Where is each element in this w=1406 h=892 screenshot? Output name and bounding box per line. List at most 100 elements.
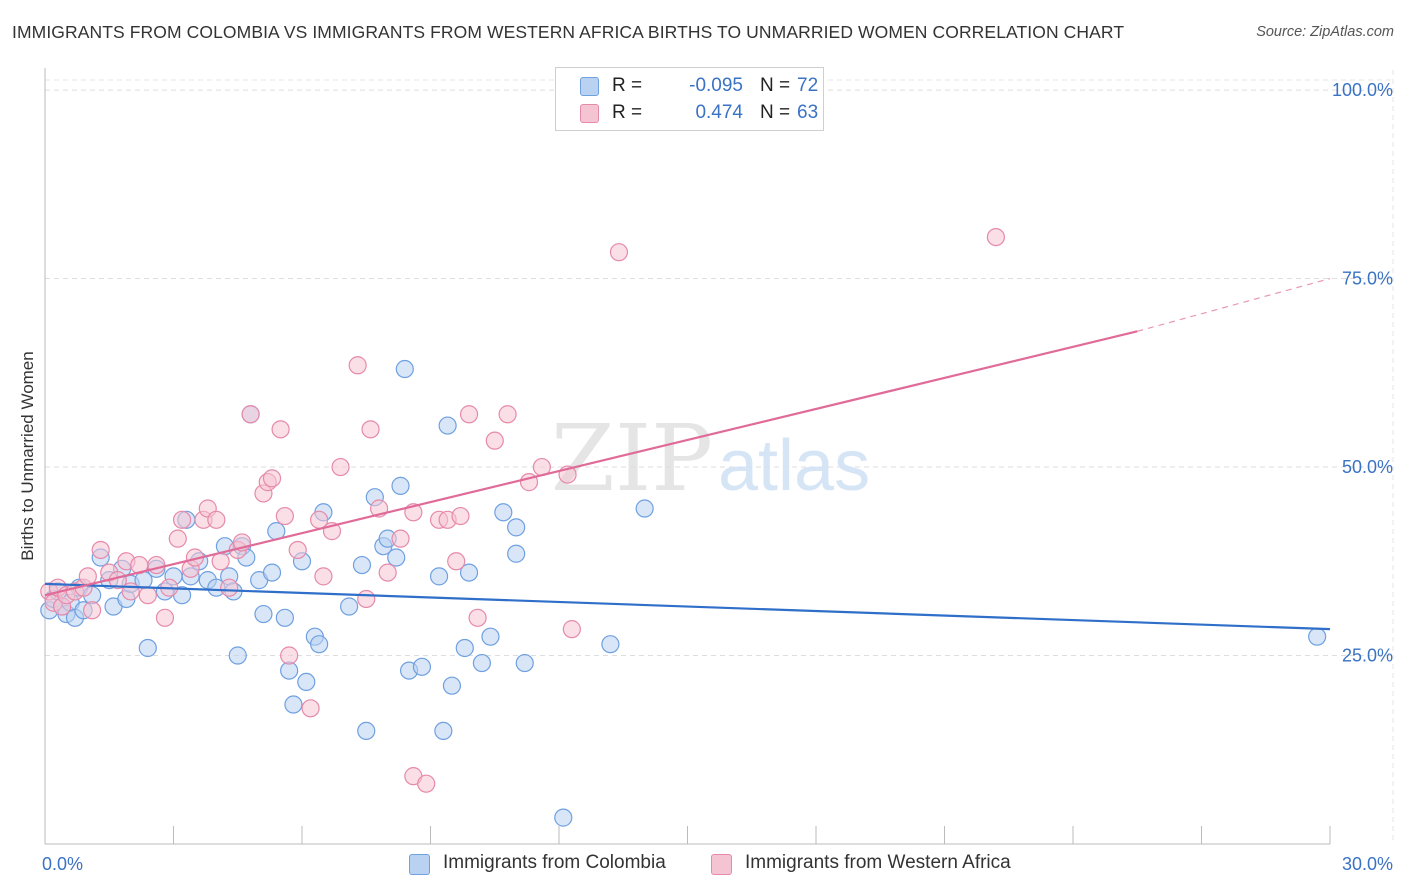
colombia-point	[442, 676, 462, 695]
western-africa-point	[986, 227, 1006, 247]
western-africa-point	[348, 356, 367, 375]
n-label: N =	[760, 75, 791, 96]
western-africa-point	[485, 431, 504, 450]
colombia-point	[429, 567, 449, 586]
colombia-point	[228, 646, 247, 665]
western-africa-point	[91, 540, 110, 560]
axes	[44, 68, 1331, 845]
chart-title: IMMIGRANTS FROM COLOMBIA VS IMMIGRANTS F…	[12, 22, 1125, 42]
y-axis-label: Births to Unmarried Women	[18, 351, 37, 560]
r-label: R =	[612, 102, 643, 123]
colombia-point	[481, 627, 500, 646]
western-africa-point	[562, 620, 581, 639]
correlation-legend: R = -0.095 N = 72 R = 0.474 N = 63	[555, 67, 824, 131]
western-africa-r-value: 0.474	[695, 102, 743, 123]
colombia-legend-swatch	[409, 854, 430, 875]
western-africa-point	[468, 608, 487, 627]
colombia-point	[357, 721, 376, 741]
western-africa-point	[609, 243, 629, 262]
western-africa-point	[314, 567, 333, 586]
colombia-point	[635, 499, 654, 518]
western-africa-trend-extension	[1137, 277, 1331, 332]
watermark: ZIP atlas	[551, 405, 870, 512]
colombia-point	[472, 653, 491, 673]
western-africa-point	[451, 506, 470, 526]
colombia-point	[310, 635, 329, 654]
chart-source: Source: ZipAtlas.com	[1256, 24, 1394, 40]
colombia-point	[601, 635, 620, 654]
colombia-point	[138, 638, 157, 658]
western-africa-point	[417, 774, 436, 793]
colombia-legend-label: Immigrants from Colombia	[443, 852, 666, 873]
western-africa-point	[207, 510, 226, 529]
western-africa-point	[172, 510, 192, 529]
western-africa-point	[357, 589, 376, 609]
colombia-r-value: -0.095	[689, 75, 743, 96]
western-africa-point	[168, 529, 187, 548]
y-tick-labels: 25.0% 50.0% 75.0% 100.0%	[1332, 80, 1393, 665]
colombia-n-value: 72	[797, 75, 819, 96]
colombia-point	[275, 608, 294, 627]
trend-lines	[44, 277, 1331, 631]
western-africa-legend-swatch	[711, 854, 732, 875]
western-africa-point	[241, 405, 260, 424]
x-tick-label: 0.0%	[42, 854, 83, 874]
western-africa-trend-line	[44, 330, 1138, 597]
western-africa-swatch	[580, 104, 599, 123]
colombia-point	[395, 359, 414, 379]
western-africa-point	[271, 420, 290, 439]
colombia-point	[515, 653, 534, 673]
colombia-point	[1308, 627, 1327, 646]
data-points	[40, 227, 1327, 827]
western-africa-point	[391, 529, 410, 548]
colombia-swatch	[580, 77, 599, 96]
colombia-point	[297, 672, 316, 692]
western-africa-point	[498, 405, 517, 424]
western-africa-legend-label: Immigrants from Western Africa	[745, 852, 1011, 873]
colombia-point	[412, 657, 432, 676]
y-tick-label: 75.0%	[1342, 269, 1393, 289]
colombia-point	[340, 597, 359, 616]
colombia-point	[254, 604, 273, 624]
r-label: R =	[612, 75, 643, 96]
western-africa-point	[459, 405, 479, 424]
x-tick-label: 30.0%	[1342, 854, 1393, 874]
western-africa-point	[301, 699, 320, 718]
y-tick-label: 25.0%	[1342, 646, 1393, 666]
colombia-point	[438, 416, 457, 435]
western-africa-point	[288, 540, 307, 560]
n-label: N =	[760, 102, 791, 123]
watermark-zip: ZIP	[551, 405, 713, 512]
western-africa-point	[121, 582, 140, 601]
western-africa-point	[331, 457, 350, 477]
western-africa-point	[361, 420, 380, 439]
western-africa-point	[138, 586, 157, 605]
colombia-point	[494, 503, 513, 522]
western-africa-point	[155, 608, 175, 627]
watermark-atlas: atlas	[718, 426, 870, 506]
colombia-trend-line	[44, 582, 1331, 631]
y-tick-label: 50.0%	[1342, 457, 1393, 477]
colombia-point	[280, 661, 299, 680]
colombia-point	[554, 808, 573, 827]
western-africa-point	[447, 552, 466, 571]
x-tick-labels: 0.0% 30.0%	[42, 854, 1393, 874]
gridlines	[45, 70, 1394, 844]
colombia-point	[507, 544, 526, 563]
colombia-point	[352, 555, 372, 575]
colombia-point	[391, 476, 410, 495]
colombia-point	[262, 563, 282, 582]
colombia-point	[434, 721, 453, 741]
colombia-point	[387, 548, 406, 567]
colombia-point	[507, 518, 526, 537]
western-africa-point	[262, 469, 282, 488]
western-africa-point	[378, 563, 397, 582]
western-africa-point	[280, 646, 299, 665]
y-tick-label: 100.0%	[1332, 80, 1393, 100]
western-africa-point	[220, 578, 239, 597]
western-africa-point	[83, 601, 102, 620]
colombia-point	[284, 695, 303, 714]
colombia-point	[455, 638, 474, 658]
western-africa-point	[147, 555, 166, 575]
